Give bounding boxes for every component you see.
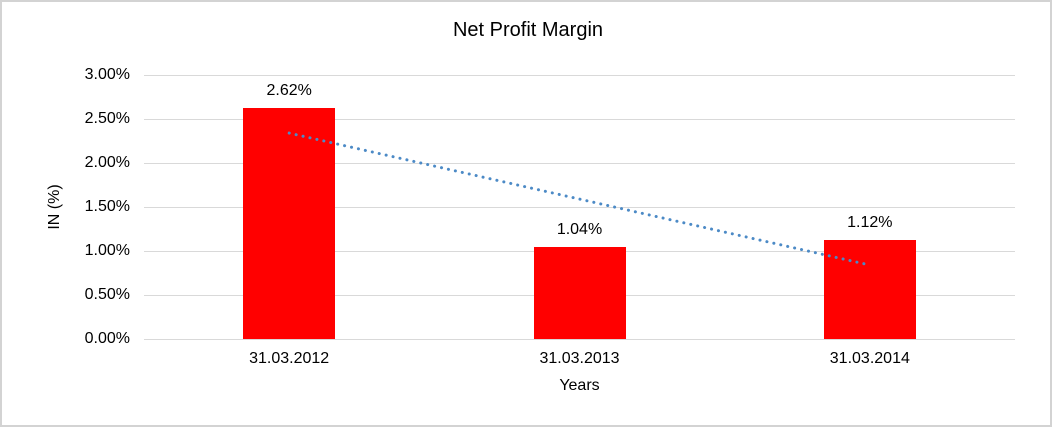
chart-title: Net Profit Margin [452,19,604,41]
gridline [144,339,1015,340]
plot-area: 2.62% 1.04% 1.12% [144,75,1015,340]
bar-31.03.2012 [243,108,336,339]
x-axis-title: Years [559,377,600,394]
data-label: 1.12% [847,214,893,232]
trendline [287,131,872,267]
bar-31.03.2013 [533,247,626,339]
x-tick-label: 31.03.2012 [249,350,330,367]
gridline [144,75,1015,76]
data-label: 1.04% [556,221,603,239]
gridline [144,163,1015,164]
gridline [144,207,1015,208]
y-tick-label: 2.50% [84,110,130,127]
x-tick-label: 31.03.2014 [829,350,910,367]
x-tick-label: 31.03.2013 [539,350,620,367]
y-tick-label: 2.00% [84,154,130,171]
y-tick-label: 0.00% [84,330,130,347]
bar-31.03.2014 [823,240,916,339]
y-tick-label: 1.50% [84,198,130,215]
y-tick-label: 3.00% [84,66,130,83]
y-tick-label: 1.00% [84,242,130,259]
data-label: 2.62% [266,82,312,100]
y-tick-label: 0.50% [84,286,130,303]
gridline [144,119,1015,120]
